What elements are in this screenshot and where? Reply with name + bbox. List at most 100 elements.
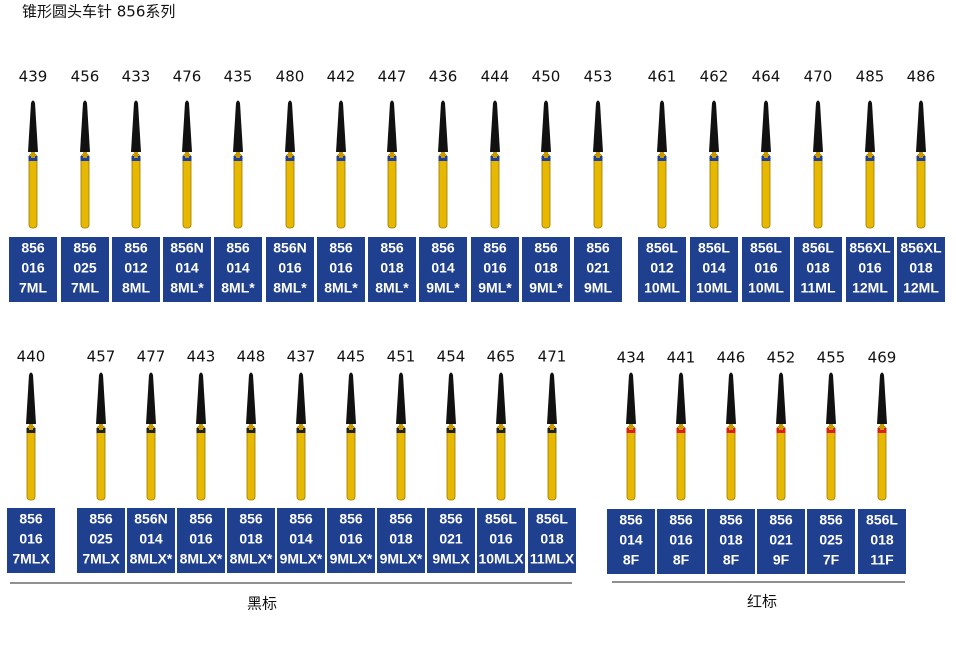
- code-line: 7MLX: [82, 551, 120, 567]
- bur-neck: [550, 424, 554, 430]
- bur-head: [446, 372, 456, 424]
- bur-ring: [26, 428, 36, 433]
- bur-neck: [390, 152, 394, 158]
- code-line: 8ML*: [375, 280, 409, 296]
- code-line: 018: [806, 260, 830, 276]
- code-line: 021: [769, 532, 793, 548]
- bur-neck: [868, 152, 872, 158]
- bur-head: [296, 372, 306, 424]
- code-line: 856: [239, 511, 263, 527]
- code-box: [419, 237, 467, 302]
- code-line: 014: [431, 260, 455, 276]
- bur-number: 443: [187, 348, 216, 366]
- bur-shank: [80, 153, 90, 229]
- code-line: 856: [339, 511, 363, 527]
- bur-shank: [541, 153, 551, 229]
- code-line: 856N: [134, 511, 167, 527]
- bur-head: [826, 372, 836, 424]
- code-box: [9, 237, 57, 302]
- code-line: 9ML*: [529, 280, 563, 296]
- bur-shank: [196, 425, 206, 501]
- bur-number: 448: [237, 348, 266, 366]
- bur-neck: [199, 424, 203, 430]
- bur-ring: [438, 156, 448, 161]
- bur-neck: [149, 424, 153, 430]
- bur-ring: [547, 428, 557, 433]
- bur-head: [496, 372, 506, 424]
- code-box: [368, 237, 416, 302]
- bur-ring: [676, 428, 686, 433]
- code-line: 9MLX: [432, 551, 470, 567]
- bur-shank: [726, 425, 736, 501]
- bur-shank: [547, 425, 557, 501]
- code-line: 8MLX*: [230, 551, 273, 567]
- code-line: 856: [586, 240, 610, 256]
- bur-ring: [593, 156, 603, 161]
- code-line: 856XL: [900, 240, 942, 256]
- bur-head: [626, 372, 636, 424]
- bur-neck: [349, 424, 353, 430]
- bur-neck: [299, 424, 303, 430]
- bur-neck: [236, 152, 240, 158]
- bur-head: [146, 372, 156, 424]
- code-line: 021: [586, 260, 610, 276]
- bur-shank: [657, 153, 667, 229]
- bur-head: [246, 372, 256, 424]
- code-line: 8ML*: [324, 280, 358, 296]
- bur-ring: [80, 156, 90, 161]
- bur-neck: [399, 424, 403, 430]
- bur-ring: [877, 428, 887, 433]
- code-box: [227, 508, 275, 573]
- code-line: 11MLX: [530, 551, 575, 567]
- bur-head: [657, 100, 667, 152]
- code-line: 856: [534, 240, 558, 256]
- bur-ring: [709, 156, 719, 161]
- code-line: 856L: [750, 240, 782, 256]
- bur-head: [776, 372, 786, 424]
- code-line: 856: [389, 511, 413, 527]
- bur-head: [196, 372, 206, 424]
- code-line: 014: [289, 531, 313, 547]
- code-box: [127, 508, 175, 573]
- bur-shank: [26, 425, 36, 501]
- code-box: [707, 509, 755, 574]
- bur-shank: [865, 153, 875, 229]
- code-box: [607, 509, 655, 574]
- bur-shank: [346, 425, 356, 501]
- bur-number: 451: [387, 348, 416, 366]
- bur-ring: [285, 156, 295, 161]
- code-box: [317, 237, 365, 302]
- code-line: 856: [329, 240, 353, 256]
- code-line: 856: [19, 511, 43, 527]
- code-box: [794, 237, 842, 302]
- code-line: 8ML*: [273, 280, 307, 296]
- bur-neck: [441, 152, 445, 158]
- bur-number: 477: [137, 348, 166, 366]
- bur-shank: [96, 425, 106, 501]
- code-line: 016: [189, 531, 213, 547]
- bur-neck: [919, 152, 923, 158]
- bur-head: [80, 100, 90, 152]
- bur-neck: [712, 152, 716, 158]
- bur-number: 462: [700, 68, 729, 86]
- code-box: [61, 237, 109, 302]
- code-line: 7F: [823, 552, 840, 568]
- bur-head: [28, 100, 38, 152]
- code-box: [897, 237, 945, 302]
- code-line: 856L: [646, 240, 678, 256]
- code-line: 856: [439, 511, 463, 527]
- code-box: [471, 237, 519, 302]
- bur-ring: [387, 156, 397, 161]
- bur-head: [26, 372, 36, 424]
- bur-ring: [496, 428, 506, 433]
- bur-neck: [544, 152, 548, 158]
- bur-shank: [28, 153, 38, 229]
- bur-ring: [146, 428, 156, 433]
- code-box: [657, 509, 705, 574]
- code-box: [757, 509, 805, 574]
- code-box: [807, 509, 855, 574]
- code-box: [528, 508, 576, 573]
- code-line: 018: [909, 260, 933, 276]
- bur-ring: [446, 428, 456, 433]
- code-line: 856L: [698, 240, 730, 256]
